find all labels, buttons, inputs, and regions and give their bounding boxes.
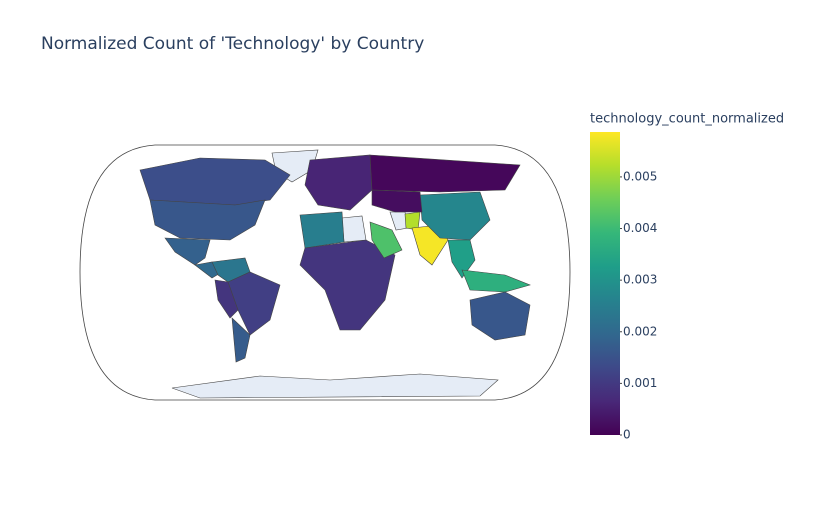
country [447,239,476,279]
country [461,269,531,293]
colorbar-title: technology_count_normalized [590,112,784,127]
no-data-region [341,215,367,243]
chart-title: Normalized Count of 'Technology' by Coun… [41,34,424,54]
country [299,211,345,249]
colorbar-tick-label: 0.001 [623,376,657,390]
colorbar-tick-label: 0.003 [623,273,657,287]
country [369,154,521,193]
colorbar [590,132,620,435]
colorbar-tick-label: 0.004 [623,221,657,235]
no-data-region [171,373,499,399]
country [369,221,403,259]
country [231,317,251,363]
country [469,291,531,341]
colorbar-tick-label: 0 [623,428,631,442]
country [149,199,266,241]
map [139,149,531,399]
country [214,279,239,319]
colorbar-tick-label: 0.005 [623,169,657,183]
country [164,237,211,266]
country [371,189,423,213]
colorbar-tick-label: 0.002 [623,324,657,338]
